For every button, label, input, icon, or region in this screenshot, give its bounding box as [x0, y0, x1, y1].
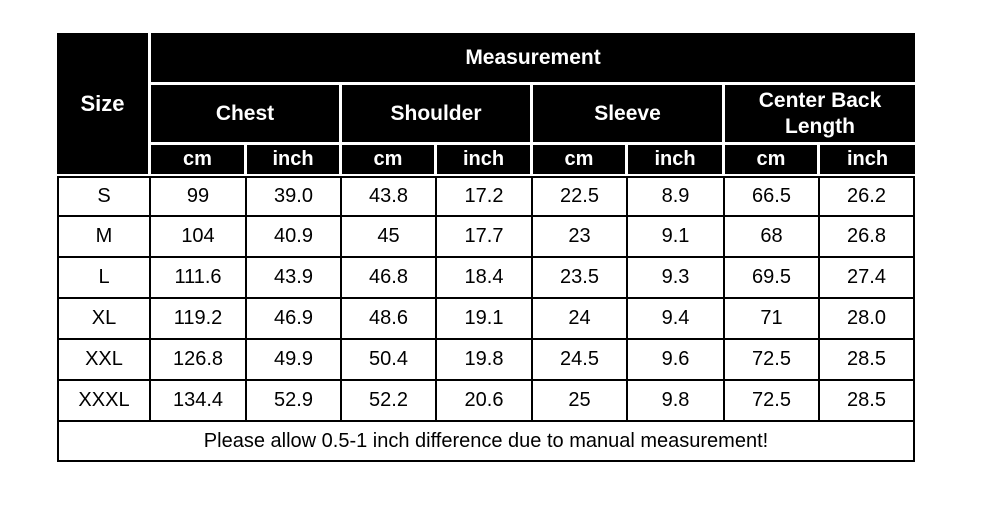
measurement-value: 26.8 [820, 217, 916, 258]
measurement-value: 9.4 [628, 299, 725, 340]
measurement-value: 52.2 [342, 381, 437, 422]
measurement-value: 69.5 [725, 258, 820, 299]
unit-header-cm: cm [342, 145, 437, 176]
measurement-value: 43.8 [342, 176, 437, 217]
measurement-value: 50.4 [342, 340, 437, 381]
table-row-m: M 104 40.9 45 17.7 23 9.1 68 26.8 [57, 217, 916, 258]
measurement-value: 49.9 [247, 340, 342, 381]
measurement-value: 27.4 [820, 258, 916, 299]
measurement-header-row: Size Measurement [57, 33, 916, 176]
row-size-label: XXL [57, 340, 151, 381]
measurement-value: 72.5 [725, 340, 820, 381]
measurement-value: 19.1 [437, 299, 533, 340]
unit-header-inch: inch [437, 145, 533, 176]
measurement-value: 17.2 [437, 176, 533, 217]
row-size-label: XXXL [57, 381, 151, 422]
measurement-value: 111.6 [151, 258, 247, 299]
measurement-value: 126.8 [151, 340, 247, 381]
measurement-value: 24 [533, 299, 628, 340]
group-header-chest: Chest [151, 85, 342, 145]
size-chart-body: S 99 39.0 43.8 17.2 22.5 8.9 66.5 26.2 M 104 40.9 45… [57, 176, 916, 422]
measurement-value: 40.9 [247, 217, 342, 258]
measurement-value: 20.6 [437, 381, 533, 422]
row-size-label: S [57, 176, 151, 217]
unit-header-cm: cm [151, 145, 247, 176]
unit-header-inch: inch [247, 145, 342, 176]
measurement-value: 19.8 [437, 340, 533, 381]
measurement-value: 23 [533, 217, 628, 258]
measurement-value: 48.6 [342, 299, 437, 340]
measurement-value: 25 [533, 381, 628, 422]
unit-header-inch: inch [628, 145, 725, 176]
group-header-sleeve: Sleeve [533, 85, 725, 145]
size-chart-table: Size Measurement Chest Shoulder Sleeve Cent… [57, 33, 916, 462]
table-row-xxxl: XXXL 134.4 52.9 52.2 20.6 25 9.8 72.5 28.5 [57, 381, 916, 422]
unit-header-row: cm inch cm inch cm inch cm inch [57, 145, 916, 176]
row-size-label: M [57, 217, 151, 258]
measurement-value: 9.6 [628, 340, 725, 381]
footer-row: Please allow 0.5-1 inch difference due t… [57, 422, 916, 462]
unit-header-cm: cm [533, 145, 628, 176]
measurement-value: 18.4 [437, 258, 533, 299]
measurement-value: 66.5 [725, 176, 820, 217]
measurement-value: 46.8 [342, 258, 437, 299]
measurement-value: 23.5 [533, 258, 628, 299]
table-row-xl: XL 119.2 46.9 48.6 19.1 24 9.4 71 28.0 [57, 299, 916, 340]
row-size-label: L [57, 258, 151, 299]
measurement-value: 9.8 [628, 381, 725, 422]
measurement-value: 119.2 [151, 299, 247, 340]
measurement-value: 104 [151, 217, 247, 258]
measurement-value: 26.2 [820, 176, 916, 217]
group-header-row: Chest Shoulder Sleeve Center Back Length [57, 85, 916, 145]
table-row-l: L 111.6 43.9 46.8 18.4 23.5 9.3 69.5 27.4 [57, 258, 916, 299]
measurement-value: 68 [725, 217, 820, 258]
row-size-label: XL [57, 299, 151, 340]
measurement-value: 9.1 [628, 217, 725, 258]
measurement-header: Measurement [151, 33, 916, 85]
unit-header-cm: cm [725, 145, 820, 176]
table-row-xxl: XXL 126.8 49.9 50.4 19.8 24.5 9.6 72.5 28.5 [57, 340, 916, 381]
group-header-shoulder: Shoulder [342, 85, 533, 145]
measurement-value: 99 [151, 176, 247, 217]
measurement-value: 39.0 [247, 176, 342, 217]
measurement-value: 28.0 [820, 299, 916, 340]
measurement-value: 71 [725, 299, 820, 340]
measurement-value: 24.5 [533, 340, 628, 381]
measurement-value: 8.9 [628, 176, 725, 217]
size-column-header: Size [57, 33, 151, 176]
size-chart: Size Measurement Chest Shoulder Sleeve Cent… [57, 33, 916, 462]
measurement-value: 134.4 [151, 381, 247, 422]
measurement-value: 22.5 [533, 176, 628, 217]
measurement-value: 45 [342, 217, 437, 258]
measurement-value: 46.9 [247, 299, 342, 340]
measurement-value: 9.3 [628, 258, 725, 299]
table-row-s: S 99 39.0 43.8 17.2 22.5 8.9 66.5 26.2 [57, 176, 916, 217]
group-header-center-back-length: Center Back Length [725, 85, 916, 145]
measurement-value: 28.5 [820, 340, 916, 381]
measurement-value: 28.5 [820, 381, 916, 422]
measurement-value: 43.9 [247, 258, 342, 299]
measurement-value: 17.7 [437, 217, 533, 258]
measurement-value: 52.9 [247, 381, 342, 422]
unit-header-inch: inch [820, 145, 916, 176]
measurement-value: 72.5 [725, 381, 820, 422]
footer-note: Please allow 0.5-1 inch difference due t… [57, 422, 916, 462]
